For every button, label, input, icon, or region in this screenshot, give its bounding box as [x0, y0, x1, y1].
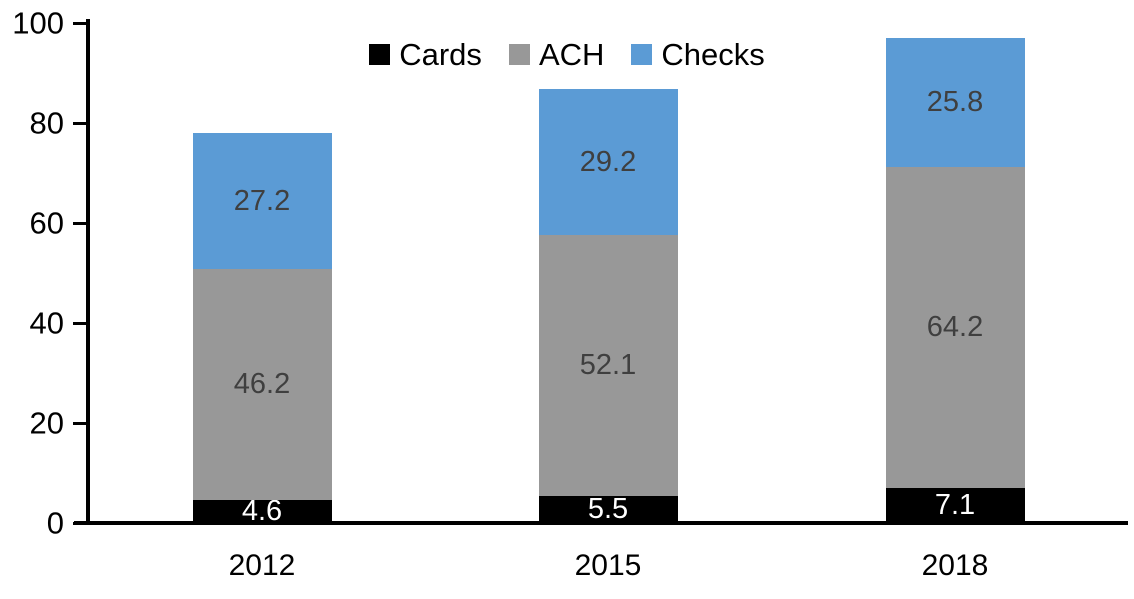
bar-2012: 4.6 46.2 27.2	[192, 133, 332, 527]
y-tick-mark	[73, 121, 87, 125]
y-tick-label-100: 100	[12, 5, 64, 41]
segment-checks-2015: 29.2	[538, 89, 678, 235]
segment-checks-2018: 25.8	[885, 37, 1025, 167]
legend-item-ach: ACH	[508, 37, 605, 72]
x-axis-label-2018: 2018	[921, 549, 989, 582]
legend-label-cards: Cards	[399, 37, 482, 72]
segment-value-label: 25.8	[926, 85, 984, 118]
legend-swatch-cards-icon	[369, 44, 391, 65]
segment-ach-2015: 52.1	[538, 235, 678, 496]
y-tick-label-60: 60	[29, 205, 64, 241]
bar-2015: 5.5 52.1 29.2	[538, 89, 678, 525]
segment-cards-2015: 5.5	[538, 492, 678, 525]
y-tick-mark	[73, 521, 87, 525]
segment-ach-2012: 46.2	[192, 269, 332, 500]
segment-value-label: 4.6	[241, 495, 283, 527]
segment-ach-2018: 64.2	[885, 166, 1025, 488]
segment-cards-2012: 4.6	[192, 495, 332, 527]
legend-label-checks: Checks	[661, 37, 765, 72]
segment-checks-2012: 27.2	[192, 133, 332, 269]
segment-value-label: 64.2	[926, 310, 984, 343]
segment-value-label: 27.2	[233, 184, 291, 217]
y-tick-label-40: 40	[29, 305, 64, 341]
segment-value-label: 29.2	[579, 145, 637, 178]
segment-value-label: 7.1	[934, 488, 976, 521]
segment-value-label: 52.1	[579, 348, 637, 381]
legend-label-ach: ACH	[538, 37, 605, 72]
segment-cards-2018: 7.1	[885, 487, 1025, 523]
y-tick-label-20: 20	[29, 405, 64, 441]
y-tick-label-0: 0	[46, 505, 64, 541]
y-tick-mark	[73, 321, 87, 325]
segment-value-label: 46.2	[233, 368, 291, 400]
y-tick-label-80: 80	[29, 105, 64, 141]
x-axis-line	[74, 521, 1128, 525]
y-tick-mark	[73, 21, 87, 25]
y-axis-line	[86, 19, 90, 525]
y-tick-mark	[73, 221, 87, 225]
legend-swatch-checks-icon	[631, 44, 653, 65]
y-tick-mark	[73, 421, 87, 425]
bar-2018: 7.1 64.2 25.8	[885, 37, 1025, 523]
x-axis-label-2015: 2015	[574, 549, 642, 582]
legend-item-cards: Cards	[369, 39, 482, 70]
legend-swatch-ach-icon	[508, 44, 530, 65]
segment-value-label: 5.5	[587, 492, 629, 525]
legend-item-checks: Checks	[631, 37, 765, 72]
x-axis-label-2012: 2012	[228, 549, 296, 582]
chart-legend: Cards ACH Checks	[0, 39, 1134, 70]
